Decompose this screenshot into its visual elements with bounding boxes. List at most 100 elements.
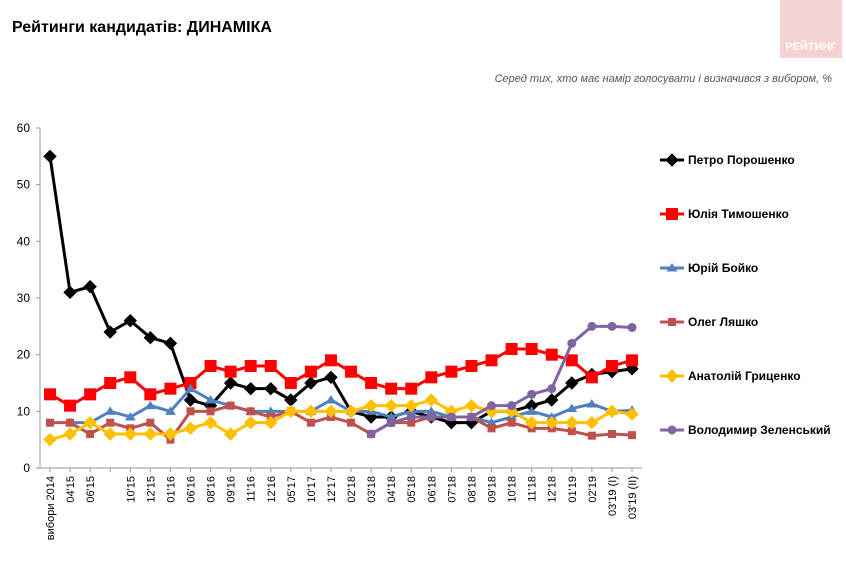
x-tick-label: 10'15 bbox=[125, 476, 137, 503]
marker bbox=[103, 427, 117, 441]
x-tick-label: 01'19 bbox=[567, 476, 579, 503]
marker bbox=[424, 393, 439, 407]
marker bbox=[527, 389, 537, 399]
marker bbox=[284, 404, 298, 419]
marker bbox=[364, 398, 378, 413]
marker bbox=[587, 321, 597, 331]
marker bbox=[223, 376, 238, 390]
legend-marker bbox=[666, 208, 678, 220]
marker bbox=[224, 365, 237, 378]
legend-marker bbox=[668, 318, 676, 326]
marker bbox=[123, 427, 137, 441]
x-tick-label: 03'19 (I) bbox=[607, 476, 619, 516]
x-tick-label: 06'16 bbox=[185, 476, 197, 503]
marker bbox=[63, 285, 77, 300]
marker bbox=[63, 427, 77, 441]
legend-label: Володимир Зеленський bbox=[688, 423, 831, 437]
x-tick-label: 12'15 bbox=[145, 476, 157, 503]
marker bbox=[163, 336, 178, 351]
marker bbox=[284, 377, 297, 389]
marker bbox=[487, 401, 497, 411]
legend-marker bbox=[665, 369, 679, 383]
marker bbox=[304, 376, 318, 390]
marker bbox=[244, 360, 257, 372]
marker bbox=[185, 383, 196, 393]
legend-label: Юрій Бойко bbox=[688, 261, 758, 275]
marker bbox=[347, 418, 356, 427]
logo-box bbox=[780, 0, 842, 58]
marker bbox=[545, 415, 559, 430]
x-tick-label: 03'18 bbox=[366, 476, 378, 503]
marker bbox=[525, 343, 538, 355]
marker bbox=[186, 407, 195, 416]
marker bbox=[466, 412, 476, 422]
marker bbox=[304, 365, 317, 378]
x-tick-label: 04'18 bbox=[386, 476, 398, 503]
marker bbox=[426, 412, 436, 422]
marker bbox=[226, 401, 235, 410]
marker bbox=[104, 406, 116, 415]
x-tick-label: 02'18 bbox=[346, 476, 358, 503]
marker bbox=[44, 388, 56, 401]
x-tick-label: 05'17 bbox=[286, 476, 298, 503]
marker bbox=[366, 429, 376, 439]
marker bbox=[465, 360, 478, 372]
marker bbox=[344, 404, 358, 419]
marker bbox=[83, 415, 97, 430]
legend-label: Петро Порошенко bbox=[688, 153, 795, 167]
x-tick-label: 10'17 bbox=[306, 476, 318, 503]
legend-marker bbox=[666, 263, 678, 272]
legend-label: Юлія Тимошенко bbox=[688, 207, 789, 221]
marker bbox=[384, 398, 398, 413]
marker bbox=[43, 149, 57, 164]
marker bbox=[507, 418, 516, 427]
marker bbox=[545, 393, 559, 407]
y-tick-label: 0 bbox=[23, 461, 30, 475]
marker bbox=[84, 388, 97, 401]
marker bbox=[183, 393, 198, 407]
marker bbox=[524, 415, 539, 430]
marker bbox=[445, 365, 458, 378]
marker bbox=[406, 412, 416, 422]
marker bbox=[505, 343, 518, 355]
y-tick-label: 10 bbox=[17, 404, 31, 418]
y-tick-label: 20 bbox=[17, 348, 31, 362]
marker bbox=[565, 354, 578, 367]
marker bbox=[385, 382, 398, 395]
marker bbox=[324, 354, 337, 367]
x-tick-label: 04'15 bbox=[65, 476, 77, 503]
x-tick-label: 07'18 bbox=[446, 476, 458, 503]
marker bbox=[164, 382, 177, 395]
marker bbox=[585, 415, 599, 430]
marker bbox=[547, 384, 557, 394]
x-tick-label: 08'16 bbox=[206, 476, 218, 503]
x-tick-label: 09'16 bbox=[226, 476, 238, 503]
marker bbox=[605, 404, 619, 419]
y-tick-label: 40 bbox=[17, 234, 31, 248]
chart-title: Рейтинги кандидатів: ДИНАМІКА bbox=[12, 19, 272, 36]
marker bbox=[507, 401, 517, 411]
marker bbox=[46, 418, 54, 427]
marker bbox=[163, 427, 178, 441]
marker bbox=[144, 400, 156, 410]
x-tick-label: 11'18 bbox=[527, 476, 539, 502]
marker bbox=[143, 330, 158, 345]
marker bbox=[264, 381, 278, 396]
marker bbox=[425, 371, 438, 384]
marker bbox=[243, 415, 258, 430]
marker bbox=[204, 360, 217, 372]
marker bbox=[64, 399, 77, 412]
marker bbox=[146, 418, 155, 427]
x-tick-label: 11'16 bbox=[246, 476, 258, 502]
marker bbox=[487, 424, 496, 433]
x-tick-label: 05'18 bbox=[406, 476, 418, 503]
marker bbox=[585, 371, 598, 384]
marker bbox=[104, 377, 117, 389]
marker bbox=[103, 325, 117, 339]
marker bbox=[306, 418, 315, 427]
subtitle: Серед тих, хто має намір голосувати і ви… bbox=[495, 73, 833, 85]
x-tick-label: 03'19 (II) bbox=[627, 476, 639, 519]
marker bbox=[365, 377, 378, 389]
marker bbox=[386, 418, 396, 428]
marker bbox=[404, 398, 418, 413]
